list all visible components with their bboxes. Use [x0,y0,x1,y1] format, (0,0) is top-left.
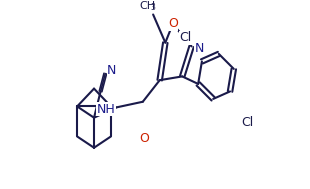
Text: O: O [139,132,149,145]
Text: 3: 3 [151,3,156,12]
Text: N: N [107,64,117,77]
Text: Cl: Cl [179,31,192,44]
Text: N: N [195,42,204,55]
Text: O: O [168,17,178,30]
Text: CH: CH [140,1,156,11]
Text: NH: NH [97,103,116,116]
Text: Cl: Cl [241,116,254,129]
